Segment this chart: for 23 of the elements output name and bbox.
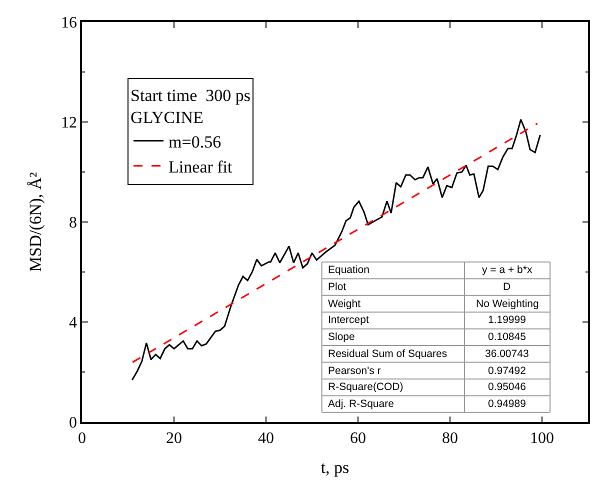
y-tick-label: 4 (69, 314, 78, 332)
x-tick-label: 100 (530, 430, 554, 447)
text: Residual Sum of Squares 36.00743 (328, 348, 529, 360)
text: Intercept 1.19999 (328, 314, 526, 326)
x-tick-label: 40 (258, 430, 274, 447)
text: Slope 0.10845 (328, 331, 526, 343)
text: Equation y = a + b*x (328, 264, 532, 276)
y-tick-label: 16 (61, 14, 78, 32)
x-tick-label: 20 (166, 430, 182, 447)
y-axis-title: MSD/(6N), Å² (26, 172, 46, 272)
legend-label: m=0.56 (168, 132, 222, 152)
text: R-Square(COD) 0.95046 (328, 381, 526, 393)
y-tick-label: 0 (69, 414, 78, 432)
text: Plot D (328, 281, 511, 293)
y-tick-label: 12 (61, 114, 78, 132)
legend-label: Linear fit (168, 157, 233, 176)
text: Weight No Weighting (328, 298, 539, 310)
x-tick-label: 80 (442, 430, 458, 447)
text: Pearson's r 0.97492 (328, 365, 526, 377)
y-tick-label: 8 (69, 214, 78, 232)
x-axis-title: t, ps (320, 458, 350, 477)
x-tick-label: 60 (350, 430, 366, 447)
text: Adj. R-Square 0.94989 (328, 398, 526, 410)
